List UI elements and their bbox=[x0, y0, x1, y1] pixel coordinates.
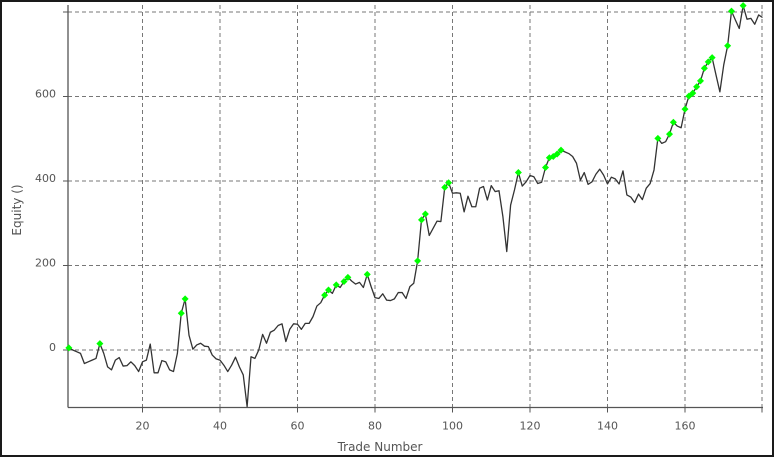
new-high-marker bbox=[344, 273, 352, 281]
new-high-marker bbox=[704, 58, 712, 66]
new-high-marker bbox=[542, 163, 549, 171]
new-high-marker bbox=[514, 169, 522, 177]
x-tick-label: 20 bbox=[136, 420, 150, 433]
x-tick-label: 80 bbox=[368, 420, 382, 433]
new-high-marker bbox=[739, 2, 747, 10]
x-tick-label: 40 bbox=[213, 420, 227, 433]
new-high-marker bbox=[418, 216, 425, 224]
y-tick-label: 400 bbox=[35, 172, 56, 185]
series bbox=[68, 5, 763, 408]
new-high-marker bbox=[332, 281, 340, 289]
markers bbox=[65, 2, 747, 352]
new-high-marker bbox=[65, 344, 73, 352]
new-high-marker bbox=[700, 64, 708, 72]
new-high-marker bbox=[557, 146, 565, 154]
x-tick-label: 60 bbox=[291, 420, 305, 433]
y-tick-label: 200 bbox=[35, 257, 56, 270]
y-tick-label: 0 bbox=[49, 341, 56, 354]
new-high-marker bbox=[441, 183, 449, 191]
new-high-marker bbox=[669, 118, 677, 126]
equity-line bbox=[68, 5, 763, 408]
new-high-marker bbox=[697, 77, 704, 85]
new-high-marker bbox=[181, 295, 189, 303]
new-high-marker bbox=[553, 150, 561, 158]
x-tick-label: 140 bbox=[597, 420, 618, 433]
new-high-marker bbox=[363, 270, 371, 278]
new-high-marker bbox=[445, 179, 453, 187]
new-high-marker bbox=[724, 42, 732, 50]
new-high-marker bbox=[693, 83, 701, 91]
new-high-marker bbox=[414, 257, 422, 265]
new-high-marker bbox=[689, 89, 697, 97]
new-high-marker bbox=[321, 291, 329, 299]
new-high-marker bbox=[708, 54, 716, 62]
new-high-marker bbox=[728, 7, 735, 15]
x-axis-label: Trade Number bbox=[337, 440, 423, 454]
x-tick-label: 100 bbox=[442, 420, 463, 433]
new-high-marker bbox=[654, 134, 662, 142]
y-tick-label: 600 bbox=[35, 88, 56, 101]
ticks: 20 40 60 80 100 120 140 160 0 200 400 600 bbox=[35, 11, 763, 433]
new-high-marker bbox=[681, 105, 689, 113]
new-high-marker bbox=[340, 278, 348, 286]
new-high-marker bbox=[96, 340, 104, 348]
new-high-marker bbox=[177, 309, 185, 317]
x-tick-label: 120 bbox=[520, 420, 541, 433]
x-tick-label: 160 bbox=[675, 420, 696, 433]
new-high-marker bbox=[325, 286, 332, 294]
axes bbox=[67, 5, 763, 409]
new-high-marker bbox=[666, 130, 673, 138]
new-high-marker bbox=[421, 210, 429, 218]
grid bbox=[68, 5, 763, 408]
y-axis-label: Equity () bbox=[10, 184, 24, 235]
